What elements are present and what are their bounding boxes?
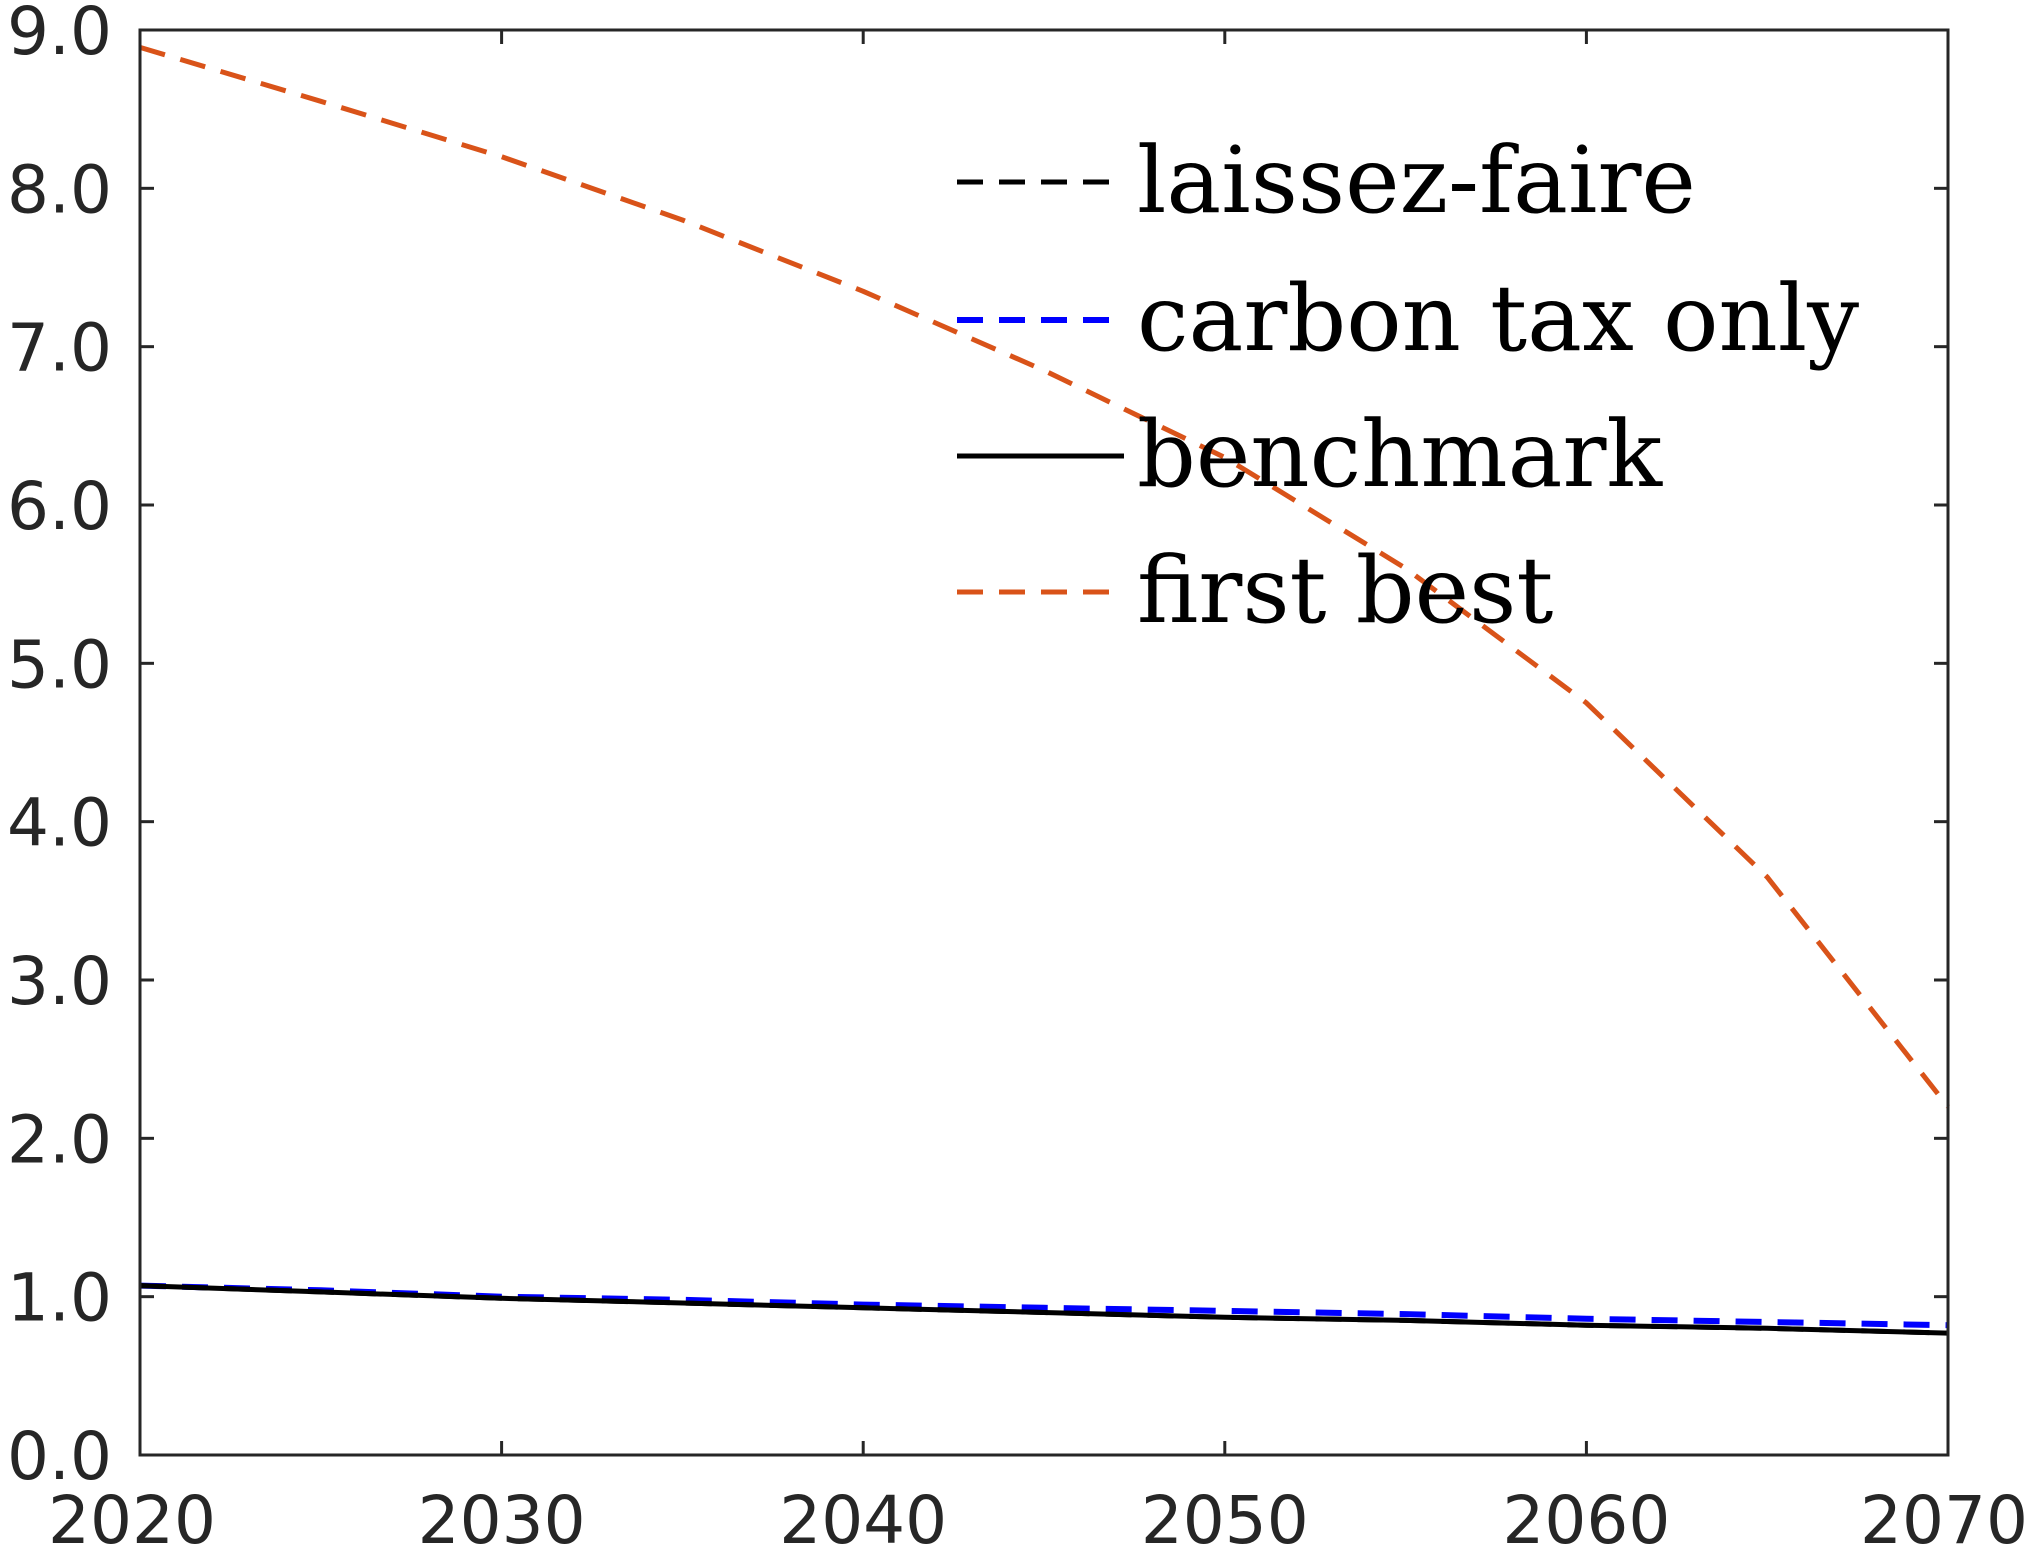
y-tick-label: 8.0 — [7, 151, 112, 228]
legend-label-first-best: first best — [1137, 537, 1553, 644]
series-line-first-best — [139, 45, 1950, 1109]
y-tick-label: 2.0 — [7, 1101, 112, 1178]
x-tick-label: 2070 — [1860, 1482, 2028, 1554]
y-tick-label: 7.0 — [7, 310, 112, 387]
y-tick-label: 1.0 — [7, 1260, 112, 1337]
x-tick-label: 2020 — [48, 1482, 216, 1554]
legend-label-laissez-faire: laissez-faire — [1137, 127, 1696, 234]
tick-layer: 2020 2030 2040 2050 2060 2070 0.0 1.0 2.0 3.0 4.0 5… — [7, 0, 2028, 1554]
y-tick-label: 9.0 — [7, 0, 112, 70]
chart-legend: laissez-faire carbon tax only benchmark fir… — [957, 127, 1859, 644]
x-tick-label: 2060 — [1502, 1482, 1670, 1554]
series-line-benchmark — [139, 1283, 1949, 1336]
plot-frame — [138, 28, 1950, 1457]
y-tick-label: 6.0 — [7, 468, 112, 545]
x-tick-label: 2030 — [418, 1482, 586, 1554]
y-tick-label: 0.0 — [7, 1418, 112, 1495]
y-tick-label: 4.0 — [7, 785, 112, 862]
series-layer — [139, 45, 1950, 1336]
x-tick-label: 2050 — [1141, 1482, 1309, 1554]
x-tick-label: 2040 — [779, 1482, 947, 1554]
legend-label-benchmark: benchmark — [1137, 401, 1663, 508]
legend-label-carbon-tax-only: carbon tax only — [1137, 265, 1859, 372]
y-tick-label: 5.0 — [7, 626, 112, 703]
y-tick-label: 3.0 — [7, 943, 112, 1020]
